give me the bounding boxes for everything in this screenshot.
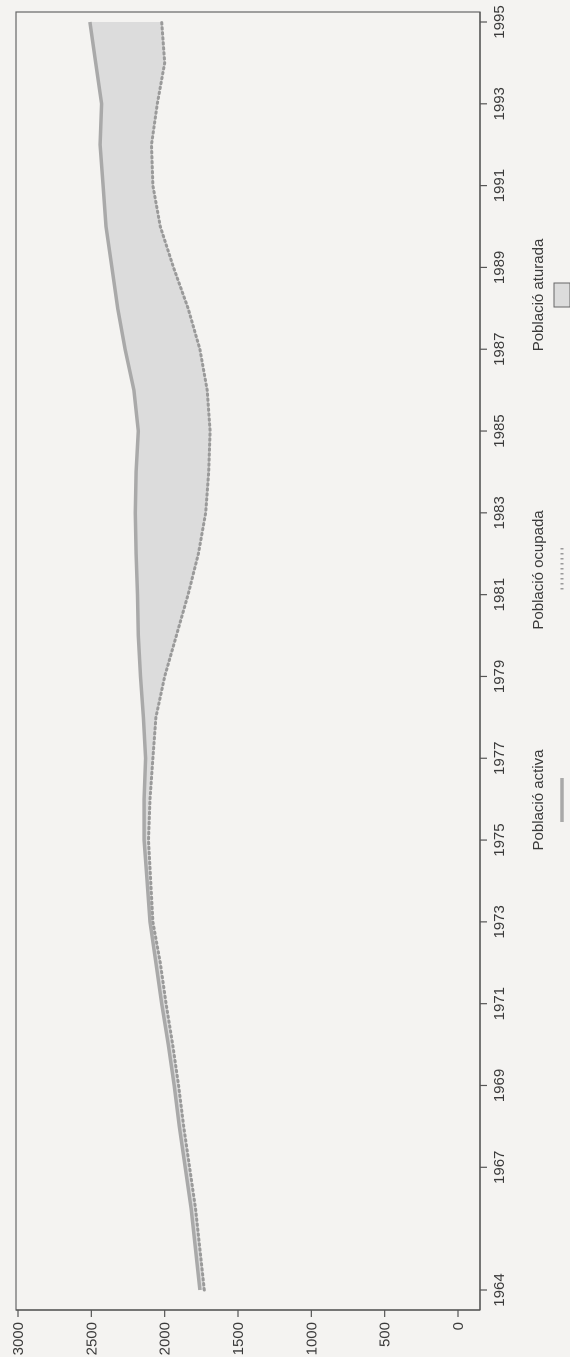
- value-tick-label: 1000: [303, 1322, 320, 1355]
- year-tick-label: 1971: [491, 987, 508, 1020]
- y-axis-ticks: 0 500 1000 1500 2000 2500 3000: [10, 1310, 467, 1355]
- year-tick-label: 1969: [491, 1069, 508, 1102]
- legend: Població activa Població ocupada Població …: [530, 238, 570, 850]
- year-tick-label: 1967: [491, 1151, 508, 1184]
- year-tick-label: 1987: [491, 333, 508, 366]
- value-tick-label: 2500: [83, 1322, 100, 1355]
- year-tick-label: 1977: [491, 742, 508, 775]
- employed-line: [146, 20, 212, 1292]
- year-tick-label: 1993: [491, 87, 508, 120]
- legend-label: Població activa: [530, 749, 547, 851]
- year-tick-label: 1985: [491, 414, 508, 447]
- year-tick-label: 1973: [491, 905, 508, 938]
- value-tick-label: 2000: [157, 1322, 174, 1355]
- year-tick-label: 1989: [491, 251, 508, 284]
- year-tick-label: 1991: [491, 169, 508, 202]
- value-tick-label: 0: [450, 1322, 467, 1330]
- legend-label: Població ocupada: [530, 510, 547, 630]
- x-axis-ticks: 1964 1967 1969 1971 1973 1975 1977 1979 1981 1983…: [480, 5, 508, 1307]
- year-tick-label: 1981: [491, 578, 508, 611]
- year-tick-label: 1983: [491, 496, 508, 529]
- value-tick-label: 3000: [10, 1322, 27, 1355]
- legend-label: Població aturada: [530, 238, 547, 351]
- year-tick-label: 1964: [491, 1273, 508, 1306]
- value-tick-label: 500: [377, 1322, 394, 1347]
- active-line: [88, 21, 202, 1291]
- year-tick-label: 1995: [491, 5, 508, 38]
- legend-swatch-unemployed: [553, 282, 570, 308]
- unemployed-area: [89, 22, 211, 1290]
- year-tick-label: 1979: [491, 660, 508, 693]
- value-tick-label: 1500: [230, 1322, 247, 1355]
- year-tick-label: 1975: [491, 823, 508, 856]
